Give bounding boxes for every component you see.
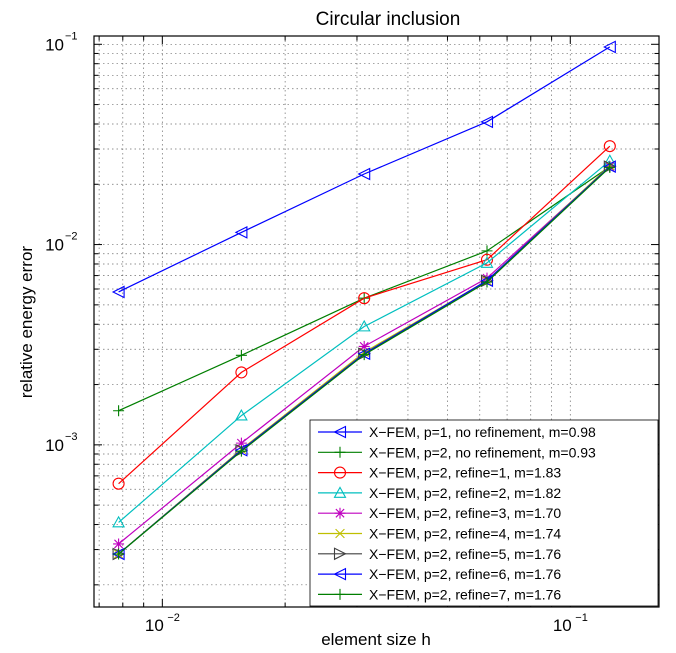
series-line xyxy=(118,145,611,485)
axis-ticks: 10 −2 10 −110 −310 −210 −1 xyxy=(45,30,659,635)
y-tick-label-exponent: −2 xyxy=(65,231,78,243)
legend-entry: X−FEM, p=2, refine=5, m=1.76 xyxy=(318,546,561,562)
series-3 xyxy=(112,140,616,490)
legend: X−FEM, p=1, no refinement, m=0.98 X−FEM, … xyxy=(309,419,659,607)
legend-swatch-marker xyxy=(333,547,347,561)
legend-label: X−FEM, p=2, no refinement, m=0.93 xyxy=(369,444,596,460)
data-point xyxy=(358,292,371,305)
data-point xyxy=(358,349,370,361)
legend-entry: X−FEM, p=2, refine=3, m=1.70 xyxy=(318,505,561,521)
data-point xyxy=(235,349,247,361)
data-point xyxy=(604,161,616,173)
data-point xyxy=(235,366,248,379)
legend-box xyxy=(309,419,659,607)
series-line xyxy=(118,46,611,293)
data-point xyxy=(480,256,494,268)
data-point xyxy=(112,477,125,490)
legend-entry: X−FEM, p=2, refine=6, m=1.76 xyxy=(318,566,561,582)
series-line xyxy=(118,160,611,523)
legend-swatch-marker xyxy=(333,466,347,479)
legend-entries: X−FEM, p=1, no refinement, m=0.98 X−FEM, … xyxy=(318,424,596,602)
data-point xyxy=(603,140,616,153)
legend-entry: X−FEM, p=2, refine=7, m=1.76 xyxy=(318,586,561,602)
data-point xyxy=(357,167,371,181)
legend-entry: X−FEM, p=2, refine=2, m=1.82 xyxy=(318,485,561,501)
data-point xyxy=(234,226,248,239)
legend-label: X−FEM, p=2, refine=6, m=1.76 xyxy=(369,566,561,582)
data-point xyxy=(480,253,494,266)
legend-entry: X−FEM, p=1, no refinement, m=0.98 xyxy=(318,424,596,440)
legend-label: X−FEM, p=2, refine=5, m=1.76 xyxy=(369,546,561,562)
legend-label: X−FEM, p=2, refine=2, m=1.82 xyxy=(369,485,561,501)
series-1 xyxy=(111,40,616,299)
y-tick-label-exponent: −3 xyxy=(65,431,78,443)
grid-lines xyxy=(94,36,659,607)
data-point xyxy=(235,445,247,457)
legend-swatch-marker xyxy=(333,425,347,439)
data-point xyxy=(113,538,125,550)
legend-label: X−FEM, p=2, refine=3, m=1.70 xyxy=(369,505,561,521)
legend-swatch-marker xyxy=(334,446,346,458)
x-tick-label: 10 xyxy=(553,616,572,635)
legend-entry: X−FEM, p=2, refine=4, m=1.74 xyxy=(318,526,561,542)
legend-swatch-marker xyxy=(333,567,347,581)
y-tick-label: 10 xyxy=(45,236,64,255)
legend-label: X−FEM, p=1, no refinement, m=0.98 xyxy=(369,424,596,440)
data-point xyxy=(480,115,494,129)
data-point xyxy=(113,548,125,560)
legend-swatch-marker xyxy=(334,507,346,519)
data-point xyxy=(481,276,493,288)
series-layer xyxy=(111,40,617,561)
legend-entry: X−FEM, p=2, no refinement, m=0.93 xyxy=(318,444,596,460)
legend-label: X−FEM, p=2, refine=7, m=1.76 xyxy=(369,586,561,602)
series-9 xyxy=(113,161,616,560)
x-tick-label-exponent: −1 xyxy=(575,612,588,624)
legend-swatch-marker xyxy=(335,528,345,539)
x-tick-label: 10 xyxy=(145,616,164,635)
x-tick-label-exponent: −2 xyxy=(167,612,180,624)
x-axis-label: element size h xyxy=(321,630,431,649)
y-tick-label: 10 xyxy=(45,436,64,455)
legend-label: X−FEM, p=2, refine=4, m=1.74 xyxy=(369,526,561,542)
data-point xyxy=(357,319,371,332)
y-tick-label: 10 xyxy=(45,35,64,54)
y-axis-label: relative energy error xyxy=(17,246,36,398)
legend-label: X−FEM, p=2, refine=1, m=1.83 xyxy=(369,465,561,481)
data-point xyxy=(235,437,247,449)
data-point xyxy=(111,285,125,299)
legend-swatch-marker xyxy=(333,486,347,498)
plot-frame xyxy=(93,35,660,608)
data-point xyxy=(113,405,125,417)
data-point xyxy=(234,408,248,421)
data-point xyxy=(603,40,616,54)
legend-swatch-marker xyxy=(334,588,346,600)
data-point xyxy=(112,515,126,528)
data-point xyxy=(358,340,370,352)
legend-entry: X−FEM, p=2, refine=1, m=1.83 xyxy=(318,465,561,481)
y-tick-label-exponent: −1 xyxy=(65,30,78,42)
chart-title: Circular inclusion xyxy=(316,9,461,30)
